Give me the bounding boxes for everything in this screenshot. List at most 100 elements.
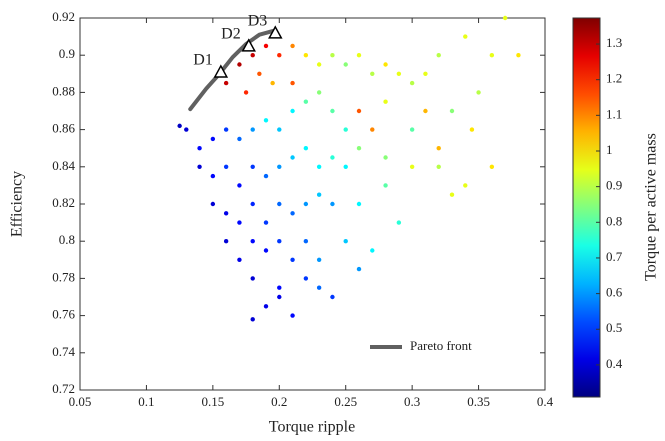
- scatter-point: [277, 294, 282, 300]
- scatter-point: [343, 164, 348, 169]
- y-tick-label: 0.8: [59, 232, 75, 247]
- scatter-point: [277, 239, 282, 244]
- scatter-point: [343, 239, 348, 244]
- x-tick-label: 0.1: [138, 394, 154, 409]
- x-tick-label: 0.3: [404, 394, 420, 409]
- scatter-point: [409, 80, 415, 86]
- y-tick-label: 0.82: [52, 195, 75, 210]
- colorbar-tick-label: 0.9: [606, 178, 622, 193]
- scatter-point: [237, 220, 242, 225]
- y-tick-label: 0.84: [52, 158, 75, 173]
- scatter-point: [383, 183, 388, 188]
- scatter-point: [316, 257, 322, 262]
- scatter-point: [303, 53, 309, 58]
- scatter-point: [330, 108, 335, 114]
- design-label: D1: [193, 52, 213, 69]
- colorbar-tick-label: 0.5: [606, 320, 622, 335]
- scatter-point: [290, 155, 295, 160]
- scatter-point: [303, 99, 309, 104]
- scatter-point: [436, 53, 441, 58]
- scatter-point: [316, 285, 322, 290]
- scatter-point: [409, 164, 415, 169]
- scatter-point: [356, 201, 362, 207]
- colorbar-tick-label: 0.4: [606, 356, 623, 371]
- colorbar: [572, 17, 601, 398]
- scatter-point: [250, 276, 255, 281]
- y-tick-label: 0.78: [52, 269, 75, 284]
- scatter-point: [290, 211, 295, 216]
- colorbar-tick-label: 1.1: [606, 106, 622, 121]
- scatter-point: [330, 294, 335, 300]
- y-tick-label: 0.86: [52, 121, 75, 136]
- scatter-point: [330, 155, 335, 160]
- scatter-point: [449, 108, 455, 114]
- x-tick-label: 0.35: [467, 394, 490, 409]
- scatter-point: [436, 146, 441, 151]
- scatter-point: [277, 53, 282, 58]
- design-label: D3: [248, 13, 268, 30]
- scatter-point: [263, 304, 269, 309]
- y-tick-label: 0.88: [52, 83, 75, 98]
- scatter-point: [316, 164, 322, 169]
- scatter-point: [197, 146, 202, 151]
- y-axis-label: Efficiency: [9, 171, 26, 237]
- scatter-point: [423, 108, 428, 114]
- scatter-point: [250, 201, 255, 207]
- scatter-point: [263, 248, 269, 253]
- scatter-point: [436, 164, 441, 169]
- design-marker: [213, 64, 229, 78]
- scatter-point: [277, 285, 282, 290]
- scatter-point: [383, 99, 388, 104]
- scatter-point: [250, 164, 255, 169]
- scatter-point: [243, 90, 249, 95]
- scatter-point: [303, 276, 309, 281]
- colorbar-tick-label: 0.7: [606, 249, 623, 264]
- colorbar-tick-label: 0.6: [606, 285, 623, 300]
- x-tick-label: 0.15: [201, 394, 224, 409]
- scatter-point: [383, 155, 388, 160]
- scatter-point: [237, 183, 242, 188]
- scatter-point: [489, 53, 495, 58]
- scatter-point: [316, 90, 322, 95]
- y-tick-label: 0.76: [52, 307, 75, 322]
- scatter-point: [370, 248, 375, 253]
- plot-frame: [79, 17, 546, 391]
- design-marker: [268, 25, 283, 39]
- scatter-point: [263, 220, 269, 225]
- scatter-point: [303, 239, 309, 244]
- scatter-point: [223, 239, 229, 244]
- pareto-front: [188, 29, 275, 112]
- scatter-point: [223, 164, 229, 169]
- scatter-point: [250, 53, 255, 58]
- scatter-point: [210, 173, 216, 179]
- scatter-point: [237, 62, 242, 67]
- x-tick-label: 0.05: [69, 394, 92, 409]
- x-tick-label: 0.4: [537, 394, 554, 409]
- colorbar-label: Torque per active mass: [643, 133, 660, 281]
- design-marker: [241, 38, 256, 52]
- scatter-point: [263, 173, 269, 179]
- scatter-point: [370, 71, 375, 77]
- scatter-point: [290, 257, 295, 262]
- scatter-point: [184, 127, 189, 132]
- scatter-point: [356, 266, 362, 272]
- scatter-point: [356, 53, 362, 58]
- scatter-point: [469, 127, 475, 132]
- scatter-point: [223, 127, 229, 132]
- colorbar-tick-label: 0.8: [606, 213, 622, 228]
- scatter-point: [356, 108, 362, 114]
- scatter-point: [223, 211, 229, 216]
- scatter-point: [177, 123, 182, 129]
- scatter-point: [316, 62, 322, 67]
- scatter-point: [210, 201, 216, 207]
- scatter-point: [237, 136, 242, 142]
- scatter-point: [516, 53, 521, 58]
- scatter-point: [250, 239, 255, 244]
- design-label: D2: [221, 26, 241, 43]
- y-tick-label: 0.92: [52, 9, 75, 24]
- scatter-point: [409, 127, 415, 132]
- scatter-point: [290, 80, 295, 86]
- scatter-point: [463, 183, 468, 188]
- scatter-point: [489, 164, 495, 169]
